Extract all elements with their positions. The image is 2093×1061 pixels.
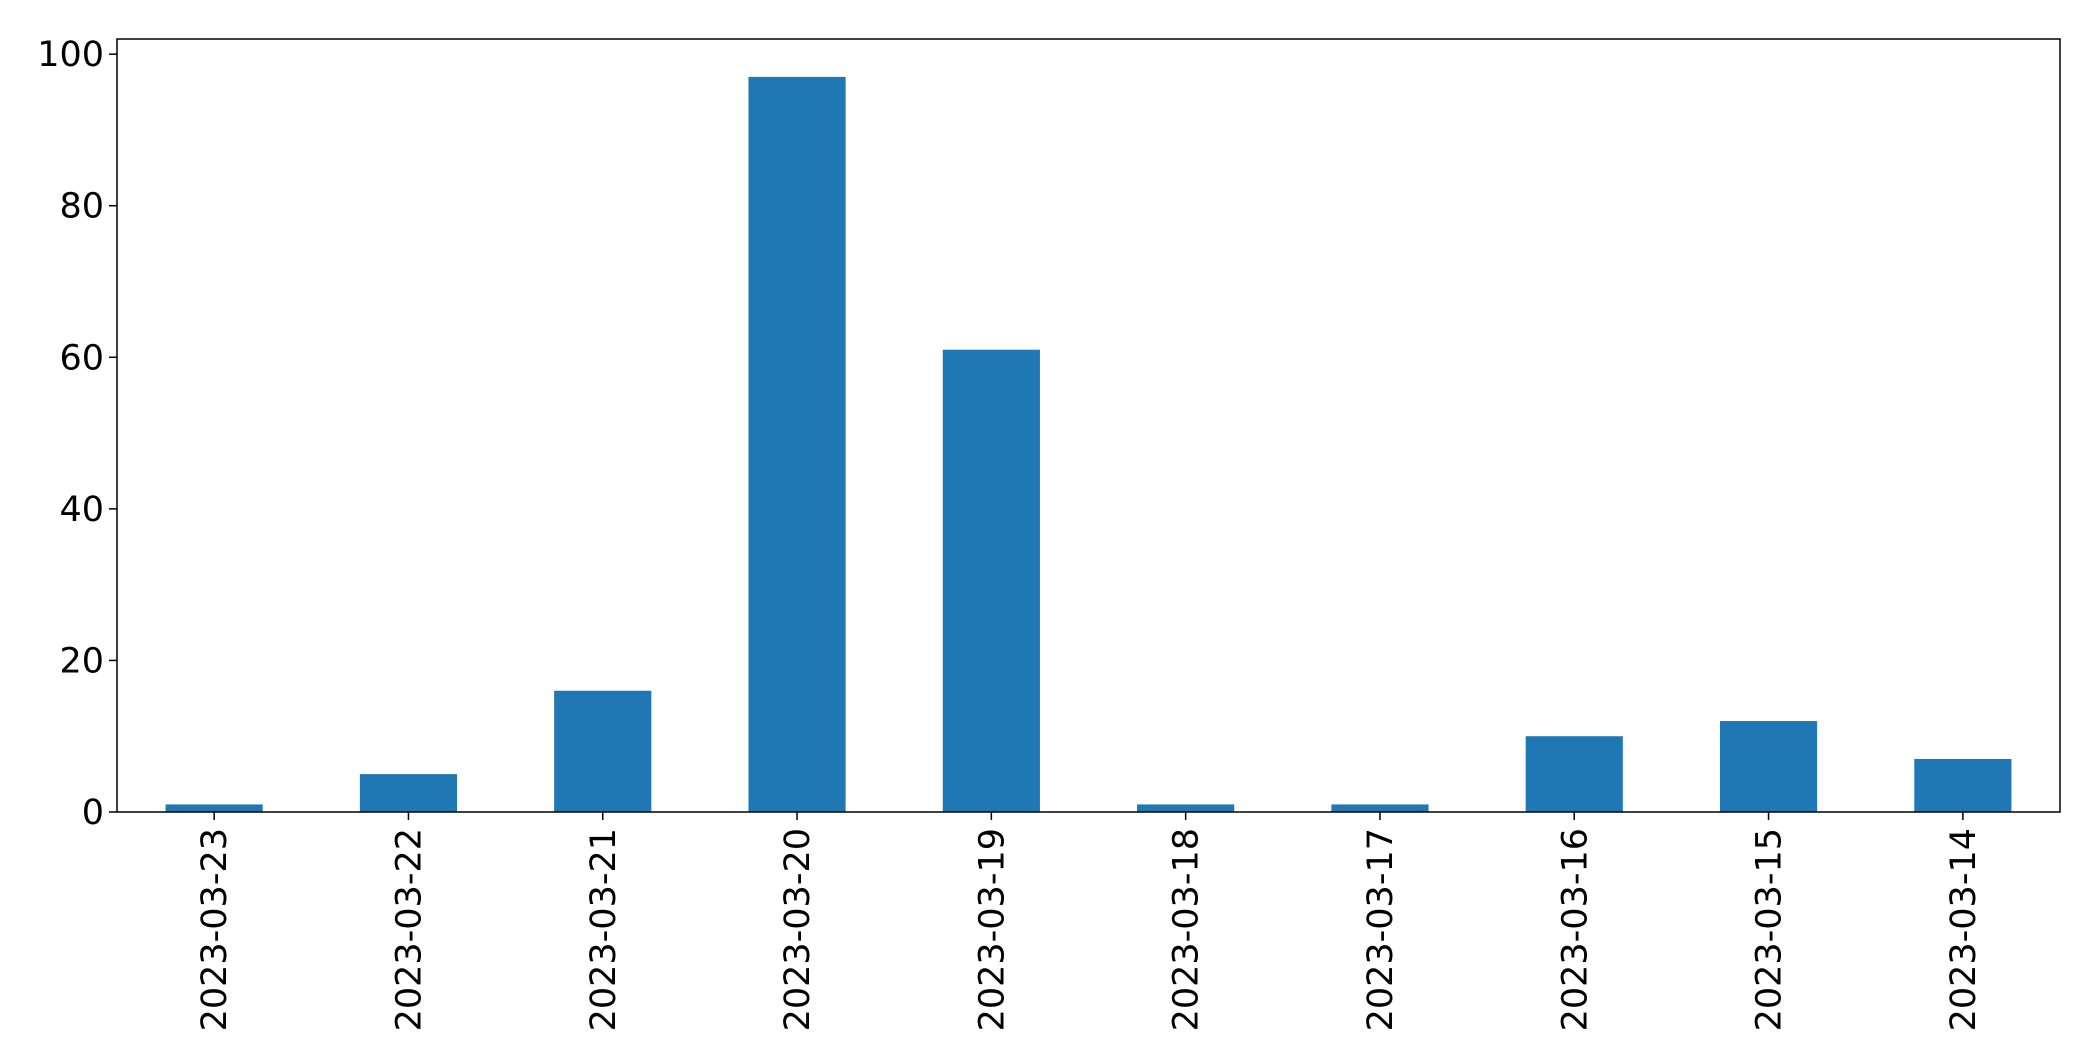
bar-2023-03-19 <box>942 349 1040 812</box>
bar-2023-03-14 <box>1914 758 2012 812</box>
x-tick-label: 2023-03-17 <box>1361 828 1401 1031</box>
y-tick-label: 60 <box>59 338 104 378</box>
y-tick-label: 0 <box>82 793 104 833</box>
x-tick-label: 2023-03-22 <box>389 828 429 1031</box>
x-tick-label: 2023-03-14 <box>1944 828 1984 1031</box>
x-tick-label: 2023-03-16 <box>1555 828 1595 1031</box>
bars-group <box>165 76 2012 813</box>
y-axis: 0 20 40 60 80 100 <box>37 35 117 833</box>
bar-2023-03-18 <box>1137 804 1235 812</box>
x-tick-label: 2023-03-20 <box>778 828 818 1031</box>
bar-2023-03-15 <box>1719 721 1818 812</box>
bar-2023-03-22 <box>359 774 458 812</box>
y-tick-label: 20 <box>59 641 104 681</box>
x-tick-label: 2023-03-23 <box>195 828 235 1031</box>
bar-2023-03-20 <box>748 76 846 813</box>
x-tick-label: 2023-03-19 <box>972 828 1012 1031</box>
y-tick-label: 80 <box>59 187 104 227</box>
y-tick-label: 40 <box>59 490 104 530</box>
x-tick-label: 2023-03-18 <box>1167 828 1207 1031</box>
plot-frame <box>116 38 2061 813</box>
bar-2023-03-21 <box>554 690 652 812</box>
x-axis: 2023-03-23 2023-03-22 2023-03-21 2023-03-20… <box>195 812 1984 1031</box>
y-tick-label: 100 <box>37 35 104 75</box>
bar-2023-03-16 <box>1525 736 1623 812</box>
x-tick-label: 2023-03-15 <box>1750 828 1790 1031</box>
x-tick-label: 2023-03-21 <box>584 828 624 1031</box>
bar-2023-03-23 <box>165 804 263 812</box>
bar-2023-03-17 <box>1331 804 1429 812</box>
